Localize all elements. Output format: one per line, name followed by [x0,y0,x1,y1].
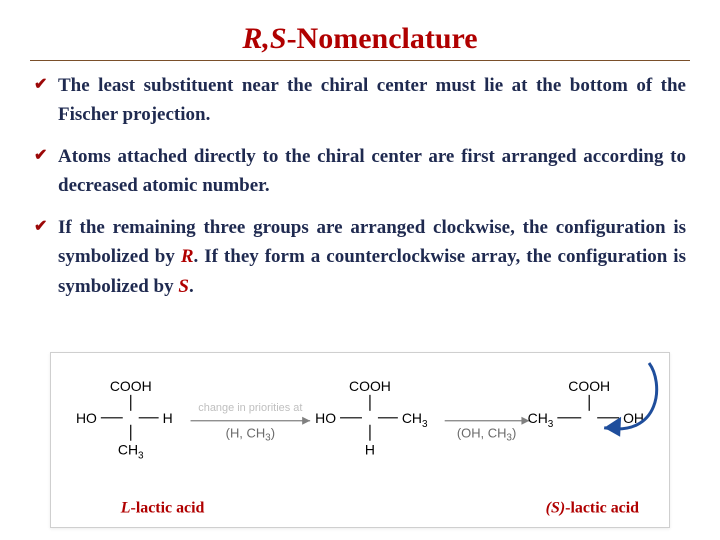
arrow1-label-bot: (H, CH3) [226,426,275,444]
title-suffix: -Nomenclature [287,22,478,55]
molecule-1: COOH HO H CH3 [76,378,173,462]
bullet-1: The least substituent near the chiral ce… [34,71,686,130]
bullet-2: Atoms attached directly to the chiral ce… [34,142,686,201]
mol2-right: CH3 [402,410,428,430]
slide-root: R,S-Nomenclature The least substituent n… [0,22,720,540]
bullet-3-S: S [178,276,189,297]
page-title: R,S-Nomenclature [0,22,720,56]
mol1-left: HO [76,410,97,426]
mol1-bottom: CH3 [118,442,144,462]
mol2-left: HO [315,410,336,426]
bullet-list: The least substituent near the chiral ce… [34,71,686,301]
bullet-3c: . [189,276,194,297]
caption-right: (S)-lactic acid [546,499,640,516]
mol1-right: H [163,410,173,426]
title-prefix: R,S [242,22,286,55]
arrow1-label-top: change in priorities at [198,402,302,414]
bullet-1-text: The least substituent near the chiral ce… [58,75,686,125]
mol3-left: CH3 [528,410,554,430]
bullet-3-R: R [181,246,194,267]
bullet-2-text: Atoms attached directly to the chiral ce… [58,146,686,196]
mol1-top: COOH [110,378,152,394]
arrow-1: change in priorities at (H, CH3) [191,402,311,444]
reaction-figure: COOH HO H CH3 change in priorities at (H… [50,352,670,528]
mol3-top: COOH [568,378,610,394]
mol2-bottom: H [365,442,375,458]
mol2-top: COOH [349,378,391,394]
title-rule [30,60,690,61]
arrow-2: (OH, CH3) [445,417,530,444]
molecule-2: COOH HO CH3 H [315,378,428,458]
reaction-svg: COOH HO H CH3 change in priorities at (H… [51,353,669,528]
molecule-3: COOH CH3 OH [528,378,644,430]
bullet-3: If the remaining three groups are arrang… [34,213,686,301]
arrow2-label-bot: (OH, CH3) [457,426,516,444]
caption-left: L-lactic acid [120,499,205,516]
